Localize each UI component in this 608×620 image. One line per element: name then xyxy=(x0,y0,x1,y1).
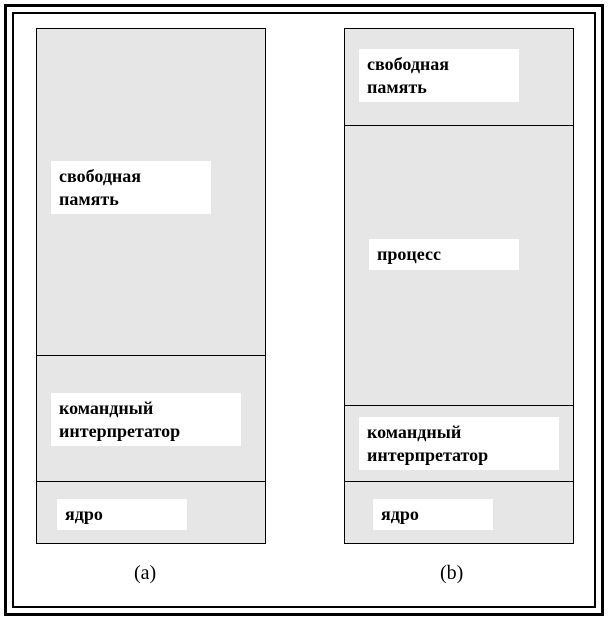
label-line: процесс xyxy=(377,244,441,264)
column-a-kernel-label: ядро xyxy=(57,499,187,530)
column-b-kernel-label: ядро xyxy=(373,499,493,530)
column-b-process-label: процесс xyxy=(369,239,519,270)
label-line: память xyxy=(367,77,427,97)
column-b-shell-label: командный интерпретатор xyxy=(359,417,559,470)
caption-b: (b) xyxy=(440,562,463,585)
label-line: интерпретатор xyxy=(59,421,180,441)
label-line: командный xyxy=(59,398,153,418)
label-line: командный xyxy=(367,422,461,442)
column-b-free-memory-label: свободная память xyxy=(359,49,519,102)
column-a-free-memory-label: свободная память xyxy=(51,161,211,214)
column-b-divider-2 xyxy=(345,405,573,406)
label-line: память xyxy=(59,189,119,209)
column-b-divider-3 xyxy=(345,481,573,482)
column-a-divider-1 xyxy=(37,355,265,356)
label-line: свободная xyxy=(367,54,449,74)
column-b-divider-1 xyxy=(345,125,573,126)
column-b: свободная память процесс командный интер… xyxy=(344,28,574,544)
label-line: интерпретатор xyxy=(367,445,488,465)
column-a-shell-label: командный интерпретатор xyxy=(51,393,241,446)
label-line: ядро xyxy=(381,504,419,524)
caption-a: (a) xyxy=(134,562,156,585)
label-line: свободная xyxy=(59,166,141,186)
column-a: свободная память командный интерпретатор… xyxy=(36,28,266,544)
column-a-divider-2 xyxy=(37,481,265,482)
label-line: ядро xyxy=(65,504,103,524)
